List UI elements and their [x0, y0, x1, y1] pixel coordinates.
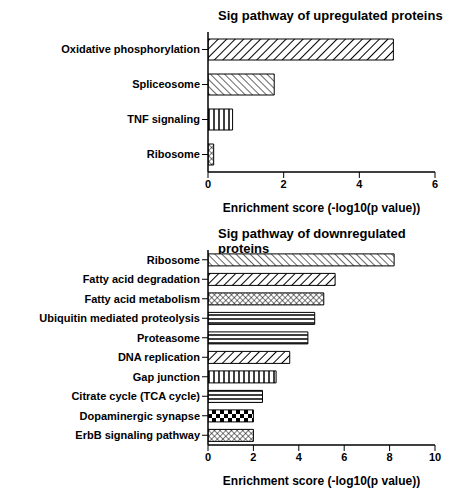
- svg-text:10: 10: [429, 451, 441, 463]
- svg-text:Ribosome: Ribosome: [147, 254, 200, 266]
- svg-text:4: 4: [356, 178, 363, 190]
- svg-text:2: 2: [250, 451, 256, 463]
- svg-text:DNA replication: DNA replication: [118, 351, 200, 363]
- svg-text:6: 6: [432, 178, 438, 190]
- svg-text:Oxidative phosphorylation: Oxidative phosphorylation: [61, 43, 200, 55]
- svg-text:8: 8: [387, 451, 393, 463]
- svg-text:Enrichment score (-log10(p val: Enrichment score (-log10(p value)): [223, 474, 420, 488]
- svg-text:Citrate cycle (TCA cycle): Citrate cycle (TCA cycle): [71, 390, 200, 402]
- html-text:Sig pathway of downregulated p: Sig pathway of downregulated proteins: [218, 226, 406, 256]
- svg-text:2: 2: [281, 178, 287, 190]
- svg-text:Enrichment score (-log10(p val: Enrichment score (-log10(p value)): [223, 201, 420, 215]
- svg-text:0: 0: [205, 451, 211, 463]
- svg-text:Fatty acid metabolism: Fatty acid metabolism: [84, 293, 200, 305]
- svg-text:Fatty acid degradation: Fatty acid degradation: [83, 273, 201, 285]
- svg-text:0: 0: [205, 178, 211, 190]
- svg-text:Gap junction: Gap junction: [133, 371, 201, 383]
- svg-text:Ribosome: Ribosome: [147, 148, 200, 160]
- svg-text:Proteasome: Proteasome: [137, 332, 200, 344]
- svg-text:ErbB signaling pathway: ErbB signaling pathway: [75, 429, 201, 441]
- svg-text:Spliceosome: Spliceosome: [132, 78, 200, 90]
- svg-text:Ubiquitin mediated proteolysis: Ubiquitin mediated proteolysis: [39, 312, 200, 324]
- svg-text:6: 6: [341, 451, 347, 463]
- svg-text:Dopaminergic synapse: Dopaminergic synapse: [80, 410, 200, 422]
- html-text:Sig pathway of upregulated pro: Sig pathway of upregulated proteins: [218, 8, 443, 23]
- svg-text:TNF signaling: TNF signaling: [127, 113, 200, 125]
- svg-text:4: 4: [296, 451, 303, 463]
